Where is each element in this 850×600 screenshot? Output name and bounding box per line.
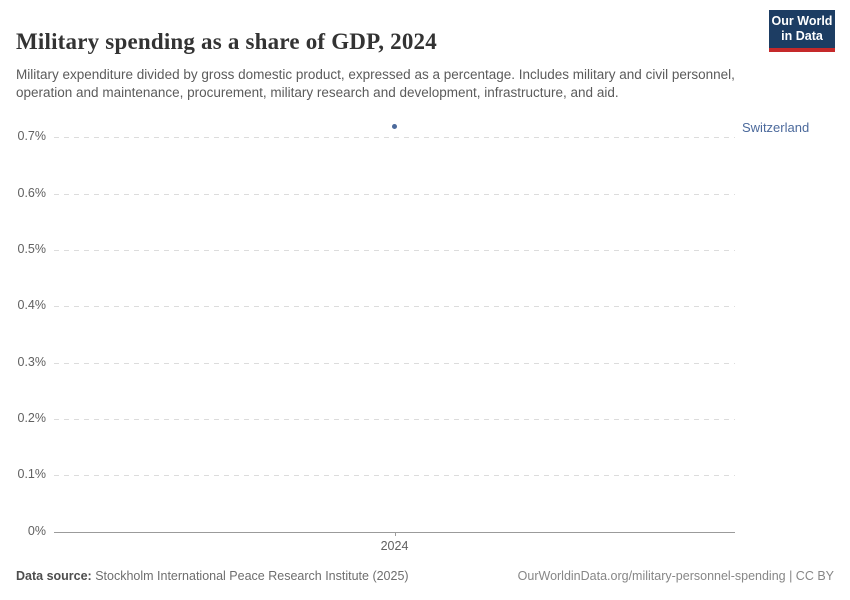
gridline bbox=[54, 306, 735, 308]
y-axis-tick-label: 0.3% bbox=[17, 354, 47, 369]
gridline bbox=[54, 137, 735, 139]
gridline bbox=[54, 193, 735, 195]
data-source-label: Data source: bbox=[16, 569, 92, 583]
owid-logo-line2: in Data bbox=[781, 29, 823, 43]
entity-label-switzerland[interactable]: Switzerland bbox=[742, 119, 810, 135]
owid-logo-line1: Our World bbox=[771, 14, 833, 28]
owid-logo[interactable]: Our World in Data bbox=[769, 10, 835, 52]
chart-title: Military spending as a share of GDP, 202… bbox=[16, 29, 437, 55]
attribution-link[interactable]: OurWorldinData.org/military-personnel-sp… bbox=[517, 569, 834, 583]
y-axis-tick-label: 0.1% bbox=[17, 467, 47, 482]
gridline bbox=[54, 475, 735, 477]
y-axis-tick-label: 0.5% bbox=[17, 242, 47, 257]
x-axis-tick-label: 2024 bbox=[380, 538, 409, 553]
data-source-text: Stockholm International Peace Research I… bbox=[91, 569, 409, 583]
y-axis-tick-label: 0.6% bbox=[17, 185, 47, 200]
y-axis-tick-label: 0.2% bbox=[17, 410, 47, 425]
chart-subtitle: Military expenditure divided by gross do… bbox=[16, 66, 735, 100]
gridline bbox=[54, 362, 735, 364]
y-axis-tick-label: 0% bbox=[27, 523, 46, 538]
y-axis-tick-label: 0.4% bbox=[17, 298, 47, 313]
gridline bbox=[54, 250, 735, 252]
data-point-switzerland[interactable] bbox=[392, 123, 397, 129]
x-axis-tick-mark bbox=[394, 531, 396, 536]
gridline bbox=[54, 418, 735, 420]
data-source: Data source: Stockholm International Pea… bbox=[16, 569, 409, 583]
chart-footer: Data source: Stockholm International Pea… bbox=[16, 569, 834, 583]
y-axis-tick-label: 0.7% bbox=[17, 129, 47, 144]
